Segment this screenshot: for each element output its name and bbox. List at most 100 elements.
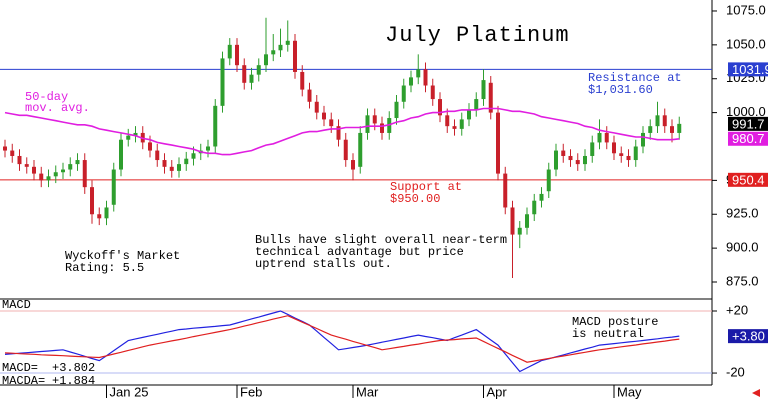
candle-body — [590, 142, 595, 156]
moving-average — [4, 107, 680, 156]
candle-body — [416, 69, 421, 78]
candle-body — [39, 173, 44, 181]
candle-body — [409, 77, 413, 86]
candle-body — [126, 135, 131, 140]
macd-value-label: +3.80 — [732, 329, 765, 344]
candle-body — [575, 160, 580, 165]
annotation: Bulls have slight overall near-term — [255, 233, 507, 247]
candle-body — [496, 112, 500, 174]
candle-body — [17, 155, 22, 165]
candle-body — [162, 160, 167, 167]
candle-body — [459, 119, 464, 129]
candle-body — [177, 164, 181, 171]
candle-body — [677, 123, 682, 133]
candle-body — [220, 58, 225, 106]
reference-label: 1031.9 — [732, 62, 768, 77]
candle-body — [619, 153, 624, 156]
ma-value-box — [728, 131, 768, 146]
candle-body — [264, 54, 268, 66]
candle-body — [10, 150, 15, 156]
reference-box — [728, 172, 768, 187]
candle-body — [423, 69, 428, 86]
legend-value: +1.884 — [52, 374, 95, 388]
candle-body — [488, 82, 493, 113]
candle-body — [61, 169, 65, 173]
y-tick-label: 900.0 — [726, 240, 759, 255]
candle-body — [503, 173, 508, 208]
candle-body — [597, 132, 602, 143]
candle-body — [655, 115, 660, 127]
candle-body — [227, 44, 232, 59]
candle-body — [53, 172, 58, 177]
scroll-arrow[interactable] — [752, 389, 760, 397]
candle-body — [343, 139, 348, 161]
candle-body — [278, 44, 283, 51]
candle-body — [430, 85, 435, 100]
candle-body — [307, 89, 312, 102]
x-tick-label: Apr — [487, 384, 508, 399]
candle-body — [249, 74, 254, 83]
reference-label: 950.4 — [732, 172, 765, 187]
candle-body — [358, 132, 363, 167]
candle-body — [546, 169, 551, 192]
candle-body — [104, 207, 109, 219]
macd-line — [4, 315, 680, 363]
candle-body — [452, 126, 457, 129]
candle-body — [438, 99, 442, 116]
candle-body — [583, 155, 587, 165]
annotation: Rating: 5.5 — [65, 261, 144, 275]
y-tick-label: 925.0 — [726, 206, 759, 221]
candle-body — [169, 166, 174, 171]
candle-body — [481, 80, 486, 100]
candle-body — [633, 146, 638, 161]
candle-body — [155, 150, 160, 161]
candle-body — [532, 200, 537, 215]
annotation: uptrend stalls out. — [255, 257, 392, 271]
candle-body — [75, 160, 80, 165]
last-close-label: 991.7 — [732, 116, 765, 131]
candle-body — [626, 155, 631, 161]
macd-line — [4, 310, 680, 373]
y-tick-label: 1000.0 — [726, 104, 766, 119]
candle-body — [641, 132, 645, 147]
candle-body — [213, 105, 218, 147]
candle-body — [314, 101, 319, 113]
candle-body — [300, 71, 305, 90]
legend-name: MACD= — [2, 361, 38, 375]
candle-body — [365, 115, 370, 133]
annotation: MACD posture — [572, 315, 658, 329]
candle-body — [554, 150, 558, 170]
candle-body — [380, 123, 384, 133]
candle-body — [24, 164, 29, 167]
candle-body — [329, 119, 334, 127]
candle-body — [184, 158, 189, 165]
candle-body — [568, 155, 573, 161]
macd-title: MACD — [2, 298, 31, 312]
x-tick-label: Jan 25 — [110, 384, 149, 399]
candle-body — [111, 169, 116, 205]
candle-body — [467, 109, 471, 120]
annotation: technical advantage but price — [255, 245, 464, 259]
candle-body — [271, 50, 276, 55]
y-tick-label: -20 — [726, 364, 745, 379]
x-tick-label: Mar — [356, 384, 379, 399]
candle-body — [293, 40, 297, 72]
candle-body — [474, 99, 479, 110]
candle-body — [235, 44, 239, 66]
reference-note: Resistance at — [588, 71, 682, 85]
annotation: is neutral — [572, 327, 644, 341]
candle-body — [561, 150, 566, 156]
y-tick-label: +20 — [726, 302, 748, 317]
candle-body — [68, 164, 73, 170]
candle-body — [445, 115, 450, 127]
candle-body — [242, 65, 247, 83]
annotation: Wyckoff's Market — [65, 249, 180, 263]
reference-note: $1,031.60 — [588, 83, 653, 97]
candle-body — [3, 146, 7, 151]
candle-body — [90, 187, 94, 215]
candle-body — [662, 115, 667, 127]
legend-value: +3.802 — [52, 361, 95, 375]
x-tick-label: Feb — [240, 384, 262, 399]
